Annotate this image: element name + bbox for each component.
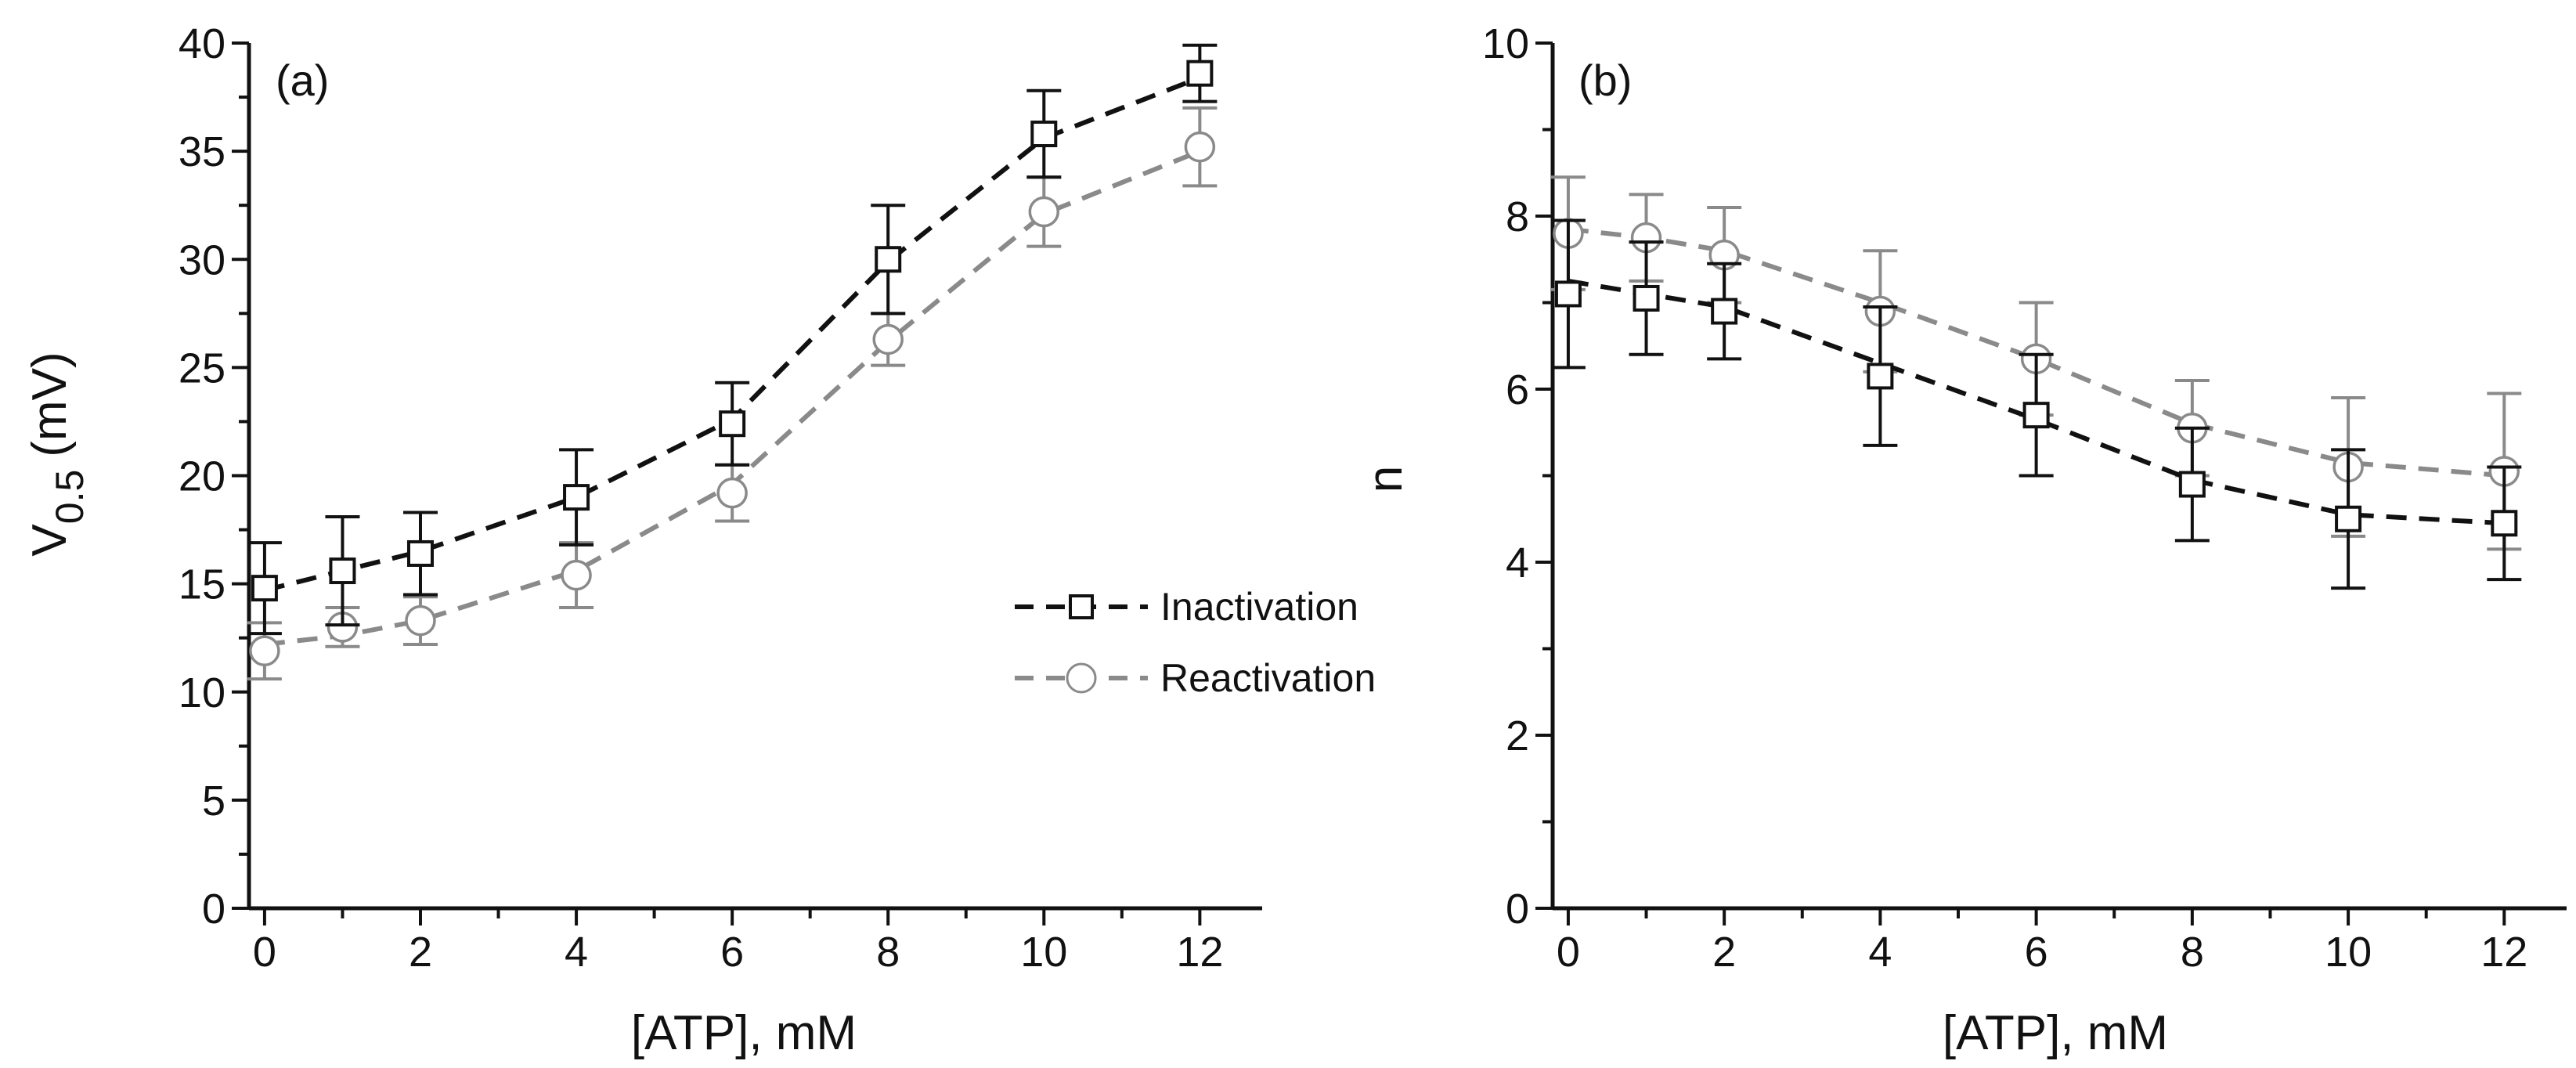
panel-b-x-tick-label: 12 bbox=[2480, 929, 2527, 976]
panel-b-x-tick-label: 10 bbox=[2325, 929, 2372, 976]
panel-a-reactivation-point bbox=[249, 635, 280, 667]
panel-a-inactivation-point bbox=[406, 539, 434, 567]
panel-a-inactivation-point bbox=[329, 557, 356, 585]
panel-a-x-tick-label: 6 bbox=[720, 929, 744, 976]
panel-a-x-tick-label: 2 bbox=[409, 929, 432, 976]
panel-b-inactivation-point bbox=[1554, 280, 1582, 308]
panel-a-y-tick-label: 40 bbox=[179, 20, 225, 67]
panel-a-reactivation-fit-line bbox=[264, 149, 1201, 647]
panel-a-reactivation-point bbox=[872, 323, 904, 355]
panel-a-y-tick-label: 30 bbox=[179, 236, 225, 283]
legend-reactivation-marker bbox=[1066, 662, 1097, 694]
panel-b-hill-coefficient-chart: 0 2 4 6 8 10 12 0 2 4 6 8 10 (b) [ATP], mM n bbox=[1358, 20, 2567, 1060]
panel-a-label: (a) bbox=[276, 56, 329, 105]
panel-b-reactivation-fit-line bbox=[1568, 226, 2505, 478]
panel-a-x-tick-label: 4 bbox=[565, 929, 588, 976]
panel-a-reactivation-point bbox=[716, 477, 748, 509]
legend-reactivation-label: Reactivation bbox=[1160, 656, 1376, 700]
panel-a-y-axis-symbol: V bbox=[23, 524, 77, 557]
panel-b-plot-area: 0 2 4 6 8 10 12 0 2 4 6 8 10 bbox=[1482, 20, 2567, 976]
panel-a-inactivation-point bbox=[719, 410, 746, 438]
panel-b-inactivation-fit-line bbox=[1568, 278, 2505, 526]
panel-b-y-tick-label: 4 bbox=[1506, 539, 1529, 586]
panel-a-reactivation-point bbox=[1184, 131, 1216, 163]
panel-a-x-tick-label: 12 bbox=[1176, 929, 1223, 976]
panel-b-inactivation-point bbox=[1711, 298, 1738, 325]
panel-a-y-tick-label: 0 bbox=[202, 886, 225, 933]
panel-a-reactivation-point bbox=[561, 559, 592, 591]
panel-b-inactivation-point bbox=[2491, 510, 2518, 537]
panel-a-y-tick-label: 20 bbox=[179, 453, 225, 500]
panel-a-y-tick-label: 5 bbox=[202, 778, 225, 824]
svg-text:V0.5(mV): V0.5 (mV) bbox=[23, 352, 92, 556]
legend-inactivation-marker bbox=[1069, 594, 1094, 619]
panel-a-y-axis-title: V0.5 (mV) bbox=[23, 352, 92, 556]
panel-a-y-tick-label: 35 bbox=[179, 128, 225, 175]
panel-b-y-tick-label: 10 bbox=[1482, 20, 1529, 67]
panel-a-legend: Inactivation Reactivation bbox=[1015, 585, 1376, 700]
panel-a-y-axis-subscript: 0.5 bbox=[48, 470, 92, 525]
panel-a-x-tick-label: 10 bbox=[1020, 929, 1067, 976]
panel-a-x-axis-title: [ATP], mM bbox=[631, 1006, 857, 1060]
panel-b-x-tick-label: 8 bbox=[2181, 929, 2204, 976]
panel-a-inactivation-fit-line bbox=[264, 75, 1201, 593]
panel-b-y-axis-title: n bbox=[1358, 466, 1412, 493]
panel-a-x-tick-label: 8 bbox=[876, 929, 900, 976]
panel-a-inactivation-point bbox=[1030, 121, 1058, 148]
panel-b-x-tick-label: 0 bbox=[1557, 929, 1580, 976]
panel-b-inactivation-point bbox=[1867, 363, 1894, 390]
panel-b-x-tick-label: 4 bbox=[1868, 929, 1892, 976]
panel-a-y-axis-unit: (mV) bbox=[23, 352, 77, 456]
panel-a-y-tick-label: 10 bbox=[179, 669, 225, 716]
panel-b-y-tick-label: 2 bbox=[1506, 713, 1529, 760]
panel-a-x-tick-label: 0 bbox=[253, 929, 276, 976]
panel-a-plot-area: 0 2 4 6 8 10 12 0 5 10 15 20 25 30 35 40 bbox=[179, 20, 1262, 976]
svg-text:n: n bbox=[1358, 466, 1412, 493]
panel-a-inactivation-point bbox=[1186, 60, 1214, 87]
panel-a-inactivation-point bbox=[875, 246, 902, 273]
panel-a-inactivation-point bbox=[251, 575, 278, 602]
panel-b-label: (b) bbox=[1578, 56, 1632, 105]
panel-b-x-axis-title: [ATP], mM bbox=[1943, 1006, 2168, 1060]
panel-b-x-tick-label: 2 bbox=[1712, 929, 1736, 976]
panel-a-y-tick-label: 25 bbox=[179, 345, 225, 391]
panel-b-x-tick-label: 6 bbox=[2025, 929, 2048, 976]
panel-a-inactivation-point bbox=[563, 484, 590, 511]
panel-b-inactivation-point bbox=[2178, 471, 2206, 498]
panel-a-y-tick-label: 15 bbox=[179, 561, 225, 608]
panel-b-y-tick-label: 8 bbox=[1506, 193, 1529, 240]
panel-b-inactivation-point bbox=[2022, 402, 2050, 429]
panel-a-reactivation-point bbox=[1028, 196, 1060, 228]
panel-b-inactivation-point bbox=[2335, 505, 2362, 532]
legend-inactivation-label: Inactivation bbox=[1160, 585, 1358, 629]
panel-b-inactivation-point bbox=[1633, 284, 1660, 312]
panel-a-reactivation-point bbox=[405, 604, 436, 637]
panel-b-y-tick-label: 6 bbox=[1506, 366, 1529, 413]
panel-b-y-tick-label: 0 bbox=[1506, 886, 1529, 933]
